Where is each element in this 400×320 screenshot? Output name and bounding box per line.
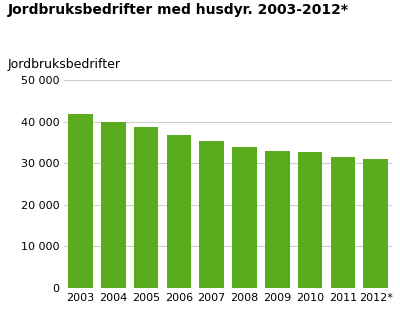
Text: Jordbruksbedrifter: Jordbruksbedrifter (8, 58, 121, 71)
Bar (166, 135, 191, 288)
Bar (199, 141, 224, 288)
Bar (101, 122, 126, 288)
Bar (330, 156, 355, 288)
Bar (298, 152, 322, 288)
Bar (134, 127, 158, 288)
Text: Jordbruksbedrifter med husdyr. 2003-2012*: Jordbruksbedrifter med husdyr. 2003-2012… (8, 3, 349, 17)
Bar (68, 114, 93, 288)
Bar (265, 151, 290, 288)
Bar (363, 159, 388, 288)
Bar (232, 147, 257, 288)
